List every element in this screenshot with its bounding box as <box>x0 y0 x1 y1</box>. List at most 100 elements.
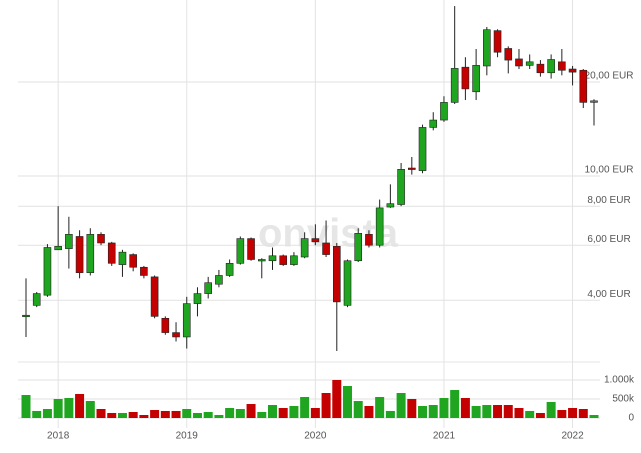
volume-bar <box>107 412 117 418</box>
candle-body <box>515 58 523 67</box>
volume-bar <box>343 386 353 418</box>
candle-body <box>375 207 384 246</box>
candle-body <box>279 255 288 265</box>
candle-body <box>311 238 320 243</box>
volume-bar <box>535 412 545 418</box>
candle-body <box>43 247 52 296</box>
volume-bar <box>96 408 106 418</box>
volume-bar <box>160 410 170 418</box>
candle-body <box>182 303 191 338</box>
candle-body <box>472 65 480 93</box>
candle-body <box>268 255 277 262</box>
volume-bar <box>235 408 245 418</box>
volume-bar <box>460 398 470 418</box>
candle-body <box>204 282 212 294</box>
volume-bar <box>192 412 202 418</box>
volume-bar <box>300 396 310 418</box>
volume-bar <box>150 410 160 418</box>
candle-body <box>547 59 555 74</box>
volume-bar <box>482 405 492 418</box>
candle-body <box>322 242 330 255</box>
volume-bar <box>182 408 192 418</box>
volume-bar <box>278 408 288 418</box>
volume-bar <box>257 411 267 418</box>
volume-bar <box>332 380 342 418</box>
candle-body <box>236 238 245 264</box>
candle-body <box>86 234 95 273</box>
volume-bar <box>310 408 320 418</box>
candle-body <box>97 234 105 244</box>
candle-body <box>536 63 545 74</box>
volume-bar <box>375 396 385 418</box>
candle-body <box>75 236 84 273</box>
candle-body <box>118 251 127 265</box>
x-tick-label: 2022 <box>561 431 584 442</box>
candle-body <box>354 233 363 262</box>
volume-bar <box>514 408 524 418</box>
candle-body <box>343 260 352 306</box>
y2-tick-label: 1.000k <box>604 375 635 386</box>
candle-body <box>450 68 459 103</box>
volume-bar <box>225 408 235 418</box>
candle-body <box>215 275 223 285</box>
candle-body <box>429 119 438 128</box>
volume-bar <box>53 399 63 418</box>
volume-bar <box>503 405 513 418</box>
volume-bar <box>203 411 213 418</box>
volume-bar <box>75 393 85 418</box>
volume-bar <box>589 414 599 418</box>
candle-body <box>525 61 534 66</box>
volume-bar <box>214 414 224 418</box>
candle-body <box>397 169 405 205</box>
candle-body <box>493 30 502 53</box>
volume-bar <box>439 398 449 418</box>
volume-bar <box>396 392 406 418</box>
volume-bar <box>557 410 567 418</box>
candle-body <box>386 203 395 208</box>
candle-body <box>568 68 577 73</box>
volume-bar <box>418 405 428 418</box>
y-tick-label: 10,00 EUR <box>585 165 634 176</box>
candle-body <box>140 266 148 276</box>
volume-bar <box>267 405 277 418</box>
volume-bar <box>471 405 481 418</box>
volume-bar <box>450 389 460 418</box>
volume-bar <box>117 412 127 418</box>
y-tick-label: 20,00 EUR <box>585 71 634 82</box>
candle-body <box>247 238 255 260</box>
volume-bar <box>525 410 535 418</box>
candle-body <box>300 238 309 258</box>
volume-bar <box>546 402 556 418</box>
candle-body <box>257 259 266 262</box>
candle-body <box>225 263 234 276</box>
volume-bar <box>42 408 52 418</box>
volume-bar <box>385 410 395 418</box>
volume-bar <box>289 405 299 418</box>
x-tick-label: 2019 <box>176 431 199 442</box>
candle-body <box>129 254 137 268</box>
volume-bar <box>321 392 331 418</box>
candle-body <box>408 167 416 170</box>
y-tick-label: 4,00 EUR <box>587 289 630 300</box>
candle-body <box>32 293 41 306</box>
volume-bar <box>139 414 149 418</box>
candle-body <box>483 29 491 67</box>
y2-tick-label: 0 <box>628 413 634 424</box>
volume-bar <box>578 408 588 418</box>
x-tick-label: 2020 <box>304 431 327 442</box>
candle-body <box>193 293 202 304</box>
candle-body <box>418 127 427 171</box>
candle-body <box>65 234 73 249</box>
volume-bar <box>364 405 374 418</box>
candle-body <box>365 234 373 246</box>
candle-body <box>150 276 159 317</box>
candle-body <box>558 61 566 71</box>
volume-bar <box>21 395 31 418</box>
candle-body <box>161 317 170 333</box>
candle-body <box>590 100 598 103</box>
candle-body <box>22 314 30 318</box>
y2-tick-label: 500k <box>612 394 635 405</box>
volume-bar <box>171 410 181 418</box>
candle-body <box>107 242 116 264</box>
